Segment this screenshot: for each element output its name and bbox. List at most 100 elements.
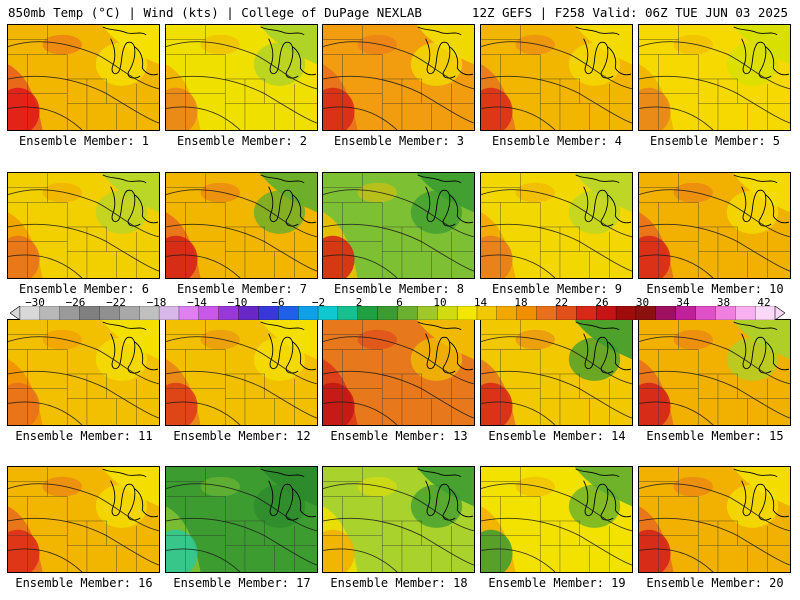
ensemble-member-map[interactable] (7, 172, 160, 279)
colorbar-tick-label: 6 (396, 296, 403, 309)
height-contours (166, 41, 317, 130)
temperature-field (8, 320, 159, 425)
colorbar-swatch (576, 306, 597, 320)
ensemble-member-label: Ensemble Member: 20 (646, 576, 784, 590)
height-contours (8, 41, 159, 130)
colorbar-over-arrow (774, 306, 785, 320)
great-lakes-outline (575, 26, 632, 79)
colorbar-swatch (695, 306, 716, 320)
colorbar-tick-label: −14 (187, 296, 207, 309)
colorbar-tick-label: 38 (716, 296, 731, 309)
colorbar-tick-label: −18 (146, 296, 167, 309)
height-contours (481, 189, 632, 278)
ensemble-member-label: Ensemble Member: 19 (488, 576, 626, 590)
colorbar-tick-label: 42 (757, 296, 771, 309)
ensemble-member-label: Ensemble Member: 10 (646, 282, 784, 296)
height-contours (639, 336, 790, 425)
ensemble-member-map[interactable] (165, 319, 318, 426)
height-contours (166, 336, 317, 425)
ensemble-member-map[interactable] (480, 24, 633, 131)
height-contours (481, 483, 632, 572)
ensemble-member-label: Ensemble Member: 14 (488, 429, 626, 443)
colorbar-tick-label: 14 (473, 296, 488, 309)
temperature-field (323, 25, 474, 130)
ensemble-member-label: Ensemble Member: 15 (646, 429, 784, 443)
ensemble-member-map[interactable] (480, 319, 633, 426)
colorbar-tick-label: −10 (227, 296, 248, 309)
ensemble-member-map[interactable] (322, 172, 475, 279)
ensemble-member-map[interactable] (165, 172, 318, 279)
ensemble-member-map[interactable] (7, 466, 160, 573)
state-borders (323, 25, 474, 130)
map-title: 850mb Temp (°C) | Wind (kts) | College o… (8, 5, 422, 20)
ensemble-member-label: Ensemble Member: 3 (333, 134, 465, 148)
temperature-field (8, 25, 159, 130)
height-contours (166, 189, 317, 278)
ensemble-member-map[interactable] (638, 172, 791, 279)
state-borders (323, 467, 474, 572)
great-lakes-outline (260, 174, 317, 227)
height-contours (481, 41, 632, 130)
colorbar-tick-label: −2 (311, 296, 326, 309)
great-lakes-outline (260, 468, 317, 521)
ensemble-member-map[interactable] (322, 466, 475, 573)
ensemble-member-map[interactable] (322, 24, 475, 131)
ensemble-member-map[interactable] (165, 466, 318, 573)
colorbar-swatch (615, 306, 637, 320)
great-lakes-outline (102, 468, 159, 521)
temperature-field (166, 467, 317, 572)
colorbar-tick-label: 30 (635, 296, 650, 309)
great-lakes-outline (417, 26, 474, 79)
ensemble-member-map[interactable] (638, 24, 791, 131)
ensemble-member-label: Ensemble Member: 6 (18, 282, 150, 296)
colorbar-tick-label: 18 (514, 296, 528, 309)
ensemble-member-map[interactable] (638, 466, 791, 573)
ensemble-member-label: Ensemble Member: 5 (649, 134, 781, 148)
ensemble-member-label: Ensemble Member: 17 (173, 576, 311, 590)
state-borders (8, 25, 159, 130)
state-borders (639, 320, 790, 425)
ensemble-member-label: Ensemble Member: 4 (491, 134, 623, 148)
ensemble-member-map[interactable] (322, 319, 475, 426)
colorbar-tick-label: −30 (25, 296, 45, 309)
temperature-field (639, 173, 790, 278)
ensemble-member-label: Ensemble Member: 9 (491, 282, 623, 296)
height-contours (166, 483, 317, 572)
ensemble-member-map[interactable] (165, 24, 318, 131)
colorbar-tick-label: −22 (106, 296, 126, 309)
colorbar-tick-label: −26 (65, 296, 86, 309)
temperature-field (323, 173, 474, 278)
state-borders (323, 173, 474, 278)
height-contours (8, 336, 159, 425)
colorbar-tick-label: 2 (355, 296, 363, 309)
great-lakes-outline (417, 174, 474, 227)
ensemble-member-map[interactable] (7, 24, 160, 131)
state-borders (166, 320, 317, 425)
state-borders (323, 320, 474, 425)
colorbar-tick-label: 26 (595, 296, 609, 309)
temperature-field (166, 173, 317, 278)
temperature-field (639, 320, 790, 425)
ensemble-member-map[interactable] (480, 466, 633, 573)
temperature-field (481, 467, 632, 572)
temperature-field (481, 320, 632, 425)
state-borders (8, 320, 159, 425)
ensemble-member-label: Ensemble Member: 16 (15, 576, 153, 590)
state-borders (639, 173, 790, 278)
temperature-field (166, 25, 317, 130)
temperature-field (8, 173, 159, 278)
height-contours (639, 41, 790, 130)
ensemble-member-map[interactable] (7, 319, 160, 426)
colorbar-tick-label: 10 (433, 296, 447, 309)
temperature-field (323, 467, 474, 572)
temperature-field (481, 25, 632, 130)
colorbar-swatch (735, 306, 756, 320)
height-contours (323, 336, 474, 425)
height-contours (639, 189, 790, 278)
height-contours (481, 336, 632, 425)
state-borders (481, 25, 632, 130)
ensemble-member-map[interactable] (480, 172, 633, 279)
great-lakes-outline (733, 321, 790, 374)
ensemble-member-label: Ensemble Member: 13 (330, 429, 468, 443)
ensemble-member-map[interactable] (638, 319, 791, 426)
